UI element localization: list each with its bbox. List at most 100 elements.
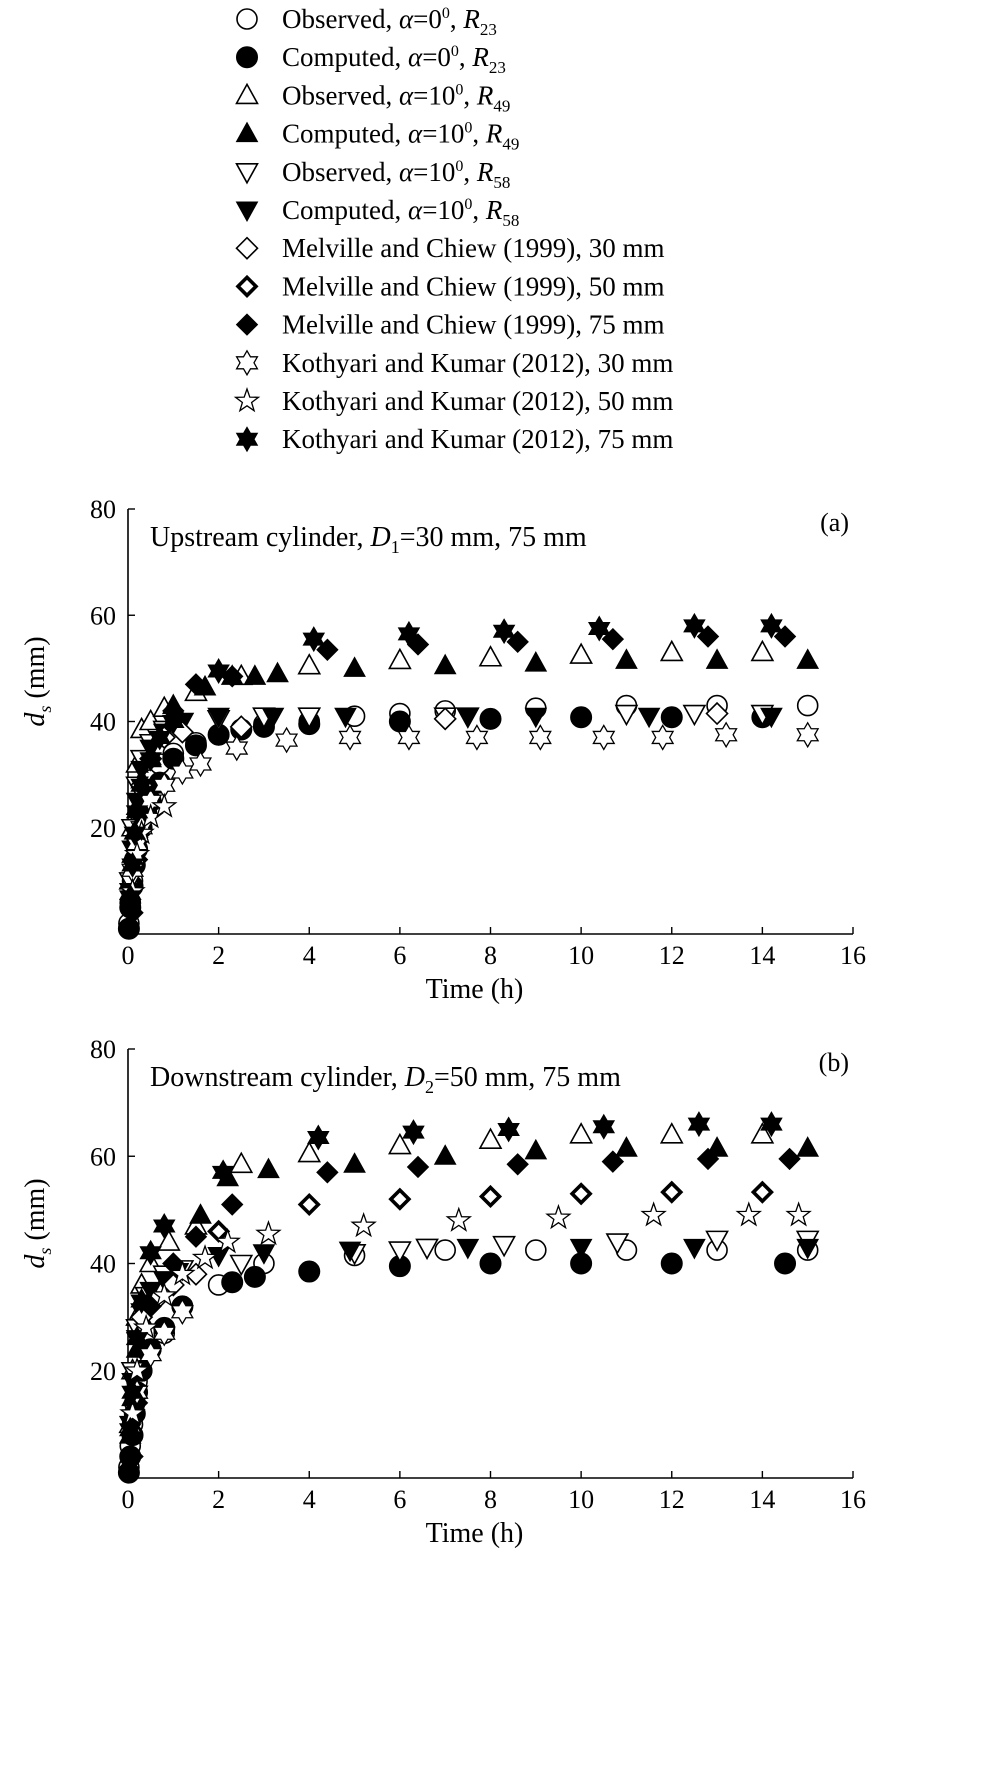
data-point-mc75: [316, 1161, 339, 1184]
data-point-obs_r49: [297, 1140, 322, 1163]
data-point-kk50: [641, 1202, 666, 1226]
panel-a-upstream: 0 2 4 6 8 10 12 14 16 20 40 60 80 Time (h) ds (mm) Upst…: [20, 495, 866, 1005]
data-point-comp_r23: [117, 917, 140, 940]
data-point-mc50: [388, 1187, 412, 1211]
data-point-kk30: [651, 724, 674, 751]
data-point-comp_r58: [334, 707, 357, 729]
legend-entry-comp_r49: Computed, α=100, R49: [235, 119, 519, 154]
x-tick-label: 2: [212, 1485, 225, 1514]
data-point-obs_r23: [525, 1239, 547, 1261]
y-tick-label: 40: [90, 1250, 116, 1279]
data-point-obs_r49: [156, 1229, 181, 1251]
legend-entry-mc75: Melville and Chiew (1999), 75 mm: [235, 310, 664, 340]
legend-entry-obs_r58: Observed, α=100, R58: [235, 157, 510, 192]
data-point-kk30: [592, 724, 615, 751]
data-point-mc75: [121, 901, 144, 924]
data-point-kk75: [402, 1119, 425, 1145]
data-point-comp_r23: [243, 1265, 266, 1288]
data-point-mc75: [506, 1153, 529, 1176]
data-point-kk50: [351, 1213, 376, 1237]
panel-title: Downstream cylinder, D2=50 mm, 75 mm: [150, 1062, 621, 1097]
data-point-comp_r23: [298, 1260, 321, 1283]
data-point-comp_r58: [338, 1241, 362, 1263]
data-point-obs_r49: [659, 639, 684, 662]
data-point-kk75: [139, 1240, 162, 1266]
data-point-comp_r58: [760, 707, 783, 729]
legend-marker-comp_r49: [235, 121, 259, 143]
series-comp_r58: [118, 1238, 820, 1437]
x-tick-label: 0: [122, 1485, 135, 1514]
data-point-kk30: [529, 724, 552, 751]
data-point-mc75: [696, 1147, 720, 1171]
data-point-comp_r58: [207, 707, 230, 729]
legend-marker-obs_r23: [236, 8, 258, 30]
data-point-comp_r23: [570, 706, 593, 729]
data-point-obs_r49: [569, 1122, 593, 1144]
legend-entry-obs_r23: Observed, α=00, R23: [236, 4, 497, 39]
data-point-obs_r49: [750, 639, 775, 662]
data-point-kk50: [736, 1202, 761, 1226]
y-tick-label: 60: [90, 601, 116, 630]
series-comp_r49: [118, 648, 820, 900]
data-point-obs_r58: [614, 704, 639, 727]
legend-label-kk50: Kothyari and Kumar (2012), 50 mm: [282, 386, 673, 416]
series-mc75: [121, 1147, 801, 1468]
legend-label-mc75: Melville and Chiew (1999), 75 mm: [282, 310, 664, 340]
data-point-mc30: [433, 707, 457, 731]
legend-entry-kk75: Kothyari and Kumar (2012), 75 mm: [236, 424, 673, 454]
legend-label-kk30: Kothyari and Kumar (2012), 30 mm: [282, 348, 673, 378]
series-comp_r23: [117, 706, 774, 940]
legend-label-mc50: Melville and Chiew (1999), 50 mm: [282, 271, 664, 301]
data-point-kk30: [465, 724, 488, 751]
legend-marker-kk30: [235, 350, 259, 376]
data-point-comp_r23: [660, 1252, 683, 1275]
data-point-obs_r49: [388, 1132, 412, 1155]
x-tick-label: 2: [212, 941, 225, 970]
data-point-obs_r58: [388, 1241, 412, 1263]
data-point-obs_r58: [682, 704, 707, 727]
y-tick-label: 80: [90, 1035, 116, 1064]
data-point-kk30: [796, 722, 819, 748]
data-point-obs_r49: [478, 1127, 503, 1149]
data-point-obs_r23: [796, 694, 819, 717]
y-axis-label: ds (mm): [20, 1178, 55, 1268]
data-point-comp_r58: [569, 1238, 593, 1260]
legend-entry-kk50: Kothyari and Kumar (2012), 50 mm: [234, 386, 673, 416]
data-point-mc75: [184, 1225, 208, 1248]
data-point-obs_r58: [492, 1235, 516, 1258]
x-tick-label: 16: [840, 1485, 866, 1514]
data-point-obs_r58: [605, 1233, 630, 1255]
legend-label-obs_r58: Observed, α=100, R58: [282, 157, 510, 192]
data-point-mc30: [229, 715, 253, 739]
data-point-mc75: [221, 1193, 244, 1216]
legend-marker-kk50: [234, 388, 260, 412]
data-point-comp_r58: [796, 1238, 820, 1260]
data-point-obs_r58: [297, 707, 322, 729]
legend-marker-obs_r49: [235, 82, 259, 105]
data-point-comp_r49: [796, 648, 820, 669]
x-tick-label: 4: [303, 1485, 316, 1514]
data-point-kk50: [256, 1221, 281, 1245]
data-point-kk50: [546, 1205, 571, 1229]
data-point-comp_r49: [243, 664, 267, 685]
data-point-mc50: [750, 1180, 774, 1204]
data-point-comp_r49: [615, 1136, 638, 1157]
data-point-obs_r49: [750, 1122, 775, 1144]
x-tick-label: 8: [484, 941, 497, 970]
x-tick-label: 8: [484, 1485, 497, 1514]
data-point-obs_r49: [569, 642, 593, 664]
legend-label-comp_r58: Computed, α=100, R58: [282, 195, 519, 230]
data-point-comp_r58: [456, 1238, 480, 1260]
data-point-kk75: [592, 1114, 615, 1140]
data-point-obs_r58: [229, 1254, 254, 1277]
data-point-obs_r49: [659, 1122, 684, 1144]
x-tick-label: 6: [393, 1485, 406, 1514]
data-point-kk75: [153, 1213, 176, 1239]
data-point-comp_r49: [257, 1157, 280, 1179]
data-point-obs_r58: [415, 1238, 439, 1261]
data-point-mc75: [778, 1147, 801, 1171]
y-tick-label: 20: [90, 1357, 116, 1386]
legend-marker-comp_r58: [235, 201, 259, 223]
